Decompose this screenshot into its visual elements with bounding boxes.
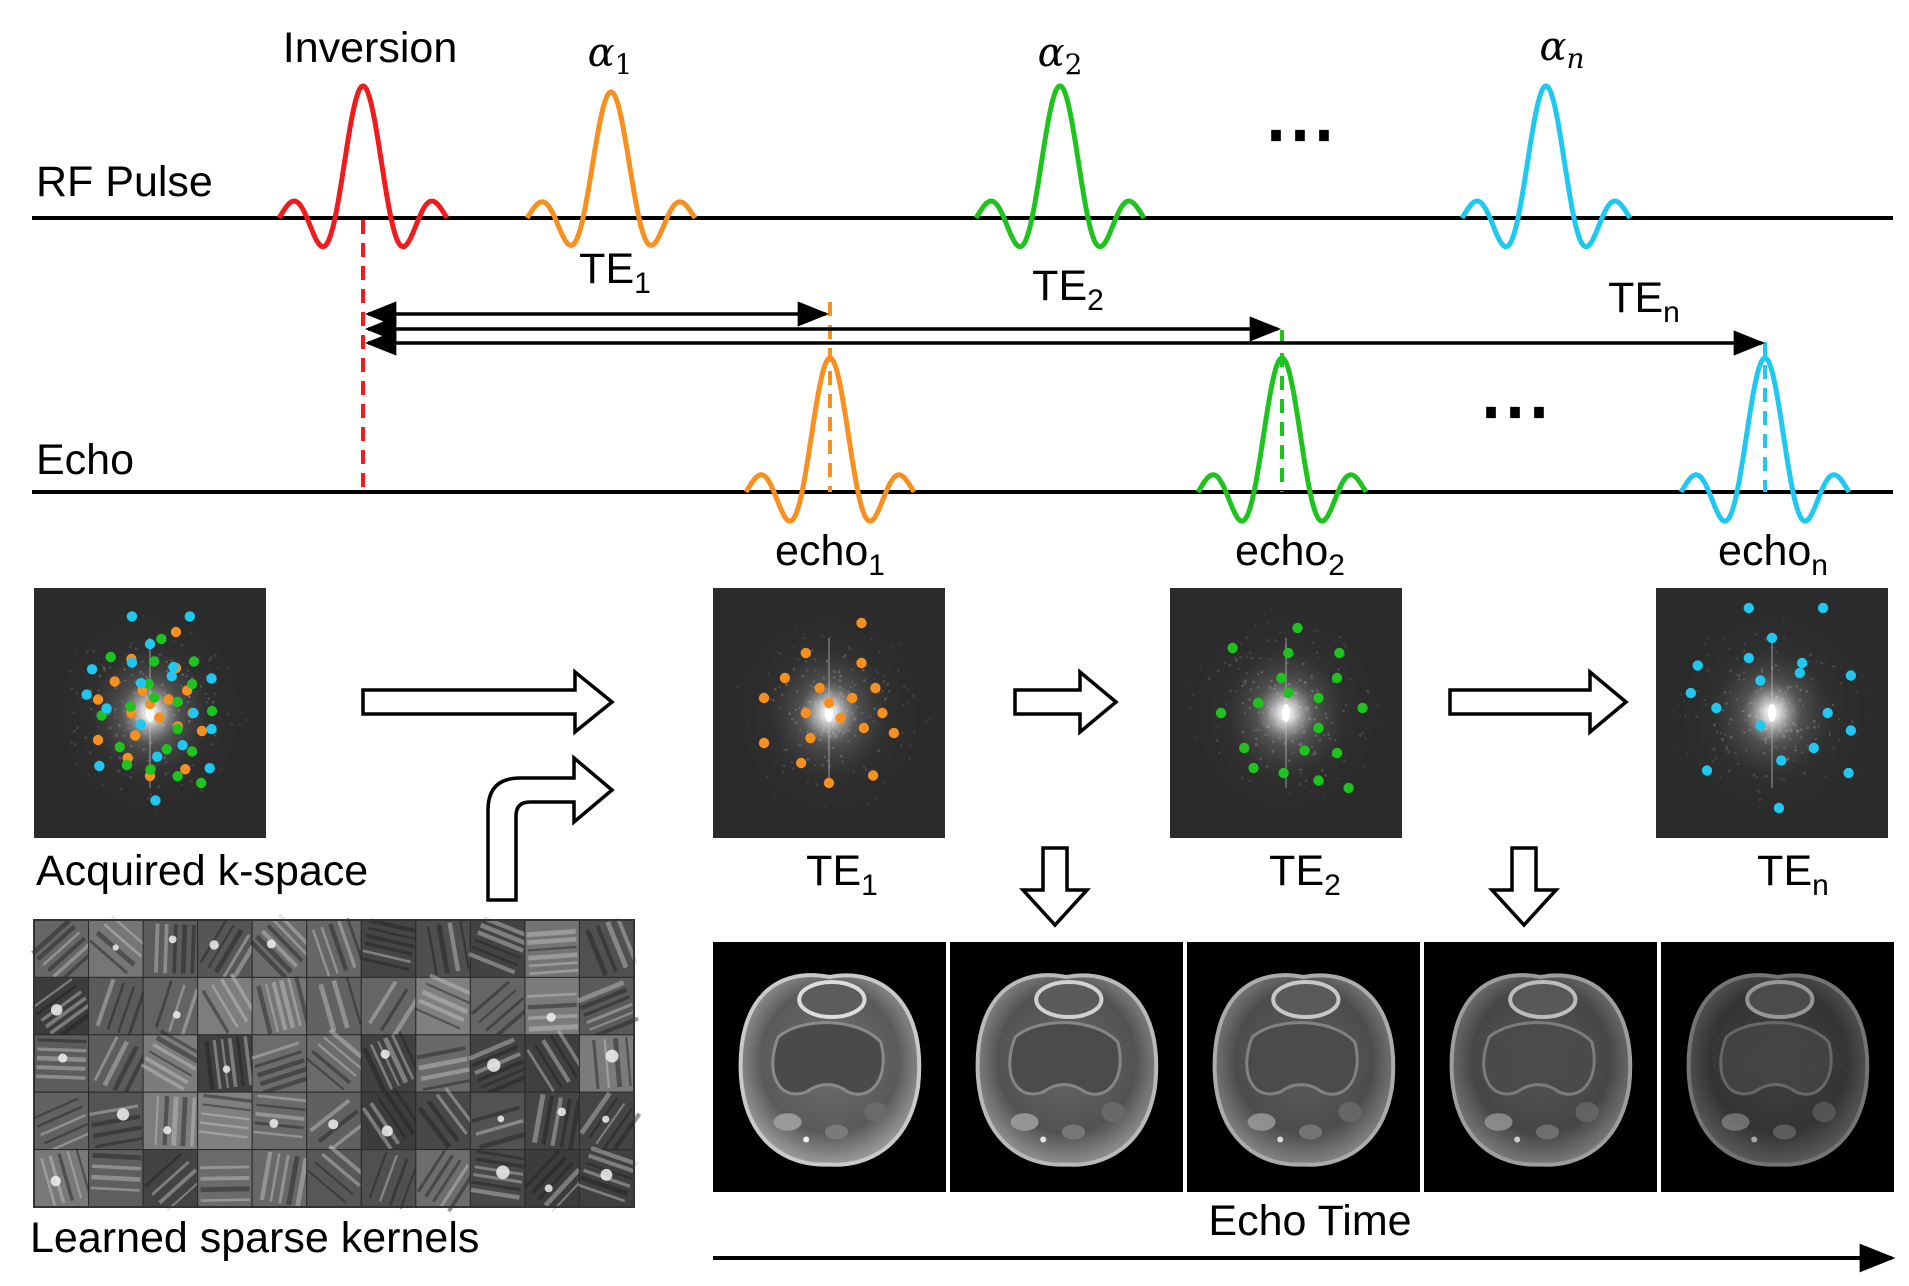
alpha-2-label: α2 <box>1038 30 1083 81</box>
echo-2-kspace-panel <box>1170 588 1402 838</box>
block-arrow-to-echo-1 <box>361 668 615 736</box>
rf-pulse-label: RF Pulse <box>36 158 213 206</box>
echo-n-signal <box>1678 355 1852 524</box>
echo-1-kspace-panel <box>713 588 945 838</box>
inversion-label: Inversion <box>283 24 457 72</box>
acquired-kspace-caption: Acquired k-space <box>36 847 368 895</box>
echo-n-label: echon <box>1718 527 1828 582</box>
echo-row-label: Echo <box>36 436 134 484</box>
knee-image-4 <box>1424 942 1657 1192</box>
acquired-kspace-panel <box>34 588 266 838</box>
knee-image-5 <box>1661 942 1894 1192</box>
kspace-te-n-label: TEn <box>1757 847 1829 902</box>
kspace-te-2-label: TE2 <box>1269 847 1341 902</box>
echo-2-label: echo2 <box>1235 527 1345 582</box>
block-arrow-echo-2-to-n <box>1448 668 1629 736</box>
knee-image-3 <box>1187 942 1420 1192</box>
alpha-1-label: α1 <box>588 30 633 81</box>
rf-ellipsis: ⋯ <box>1264 94 1336 174</box>
echo-time-caption: Echo Time <box>1208 1197 1411 1245</box>
te-n-label: TEn <box>1608 274 1680 329</box>
alpha-2-pulse <box>973 83 1147 250</box>
knee-image-2 <box>950 942 1183 1192</box>
alpha-n-pulse <box>1459 83 1633 250</box>
knee-image-1 <box>713 942 946 1192</box>
echo-1-label: echo1 <box>775 527 885 582</box>
alpha-1-pulse <box>524 89 698 248</box>
inversion-pulse <box>276 83 450 250</box>
alpha-n-label: αn <box>1539 24 1584 75</box>
bent-arrow-from-kernels <box>486 754 615 902</box>
echo-1-signal <box>743 355 917 524</box>
echo-n-kspace-panel <box>1656 588 1888 838</box>
te-1-label: TE1 <box>579 245 651 300</box>
te-2-label: TE2 <box>1032 262 1104 317</box>
echo-ellipsis: ⋯ <box>1479 371 1551 451</box>
down-arrow-right <box>1488 846 1560 928</box>
down-arrow-left <box>1019 846 1091 928</box>
block-arrow-echo-1-to-2 <box>1013 668 1119 736</box>
kspace-te-1-label: TE1 <box>806 847 878 902</box>
learned-sparse-kernels-image <box>31 913 642 1213</box>
echo-2-signal <box>1195 355 1369 524</box>
learned-kernels-caption: Learned sparse kernels <box>30 1214 479 1262</box>
